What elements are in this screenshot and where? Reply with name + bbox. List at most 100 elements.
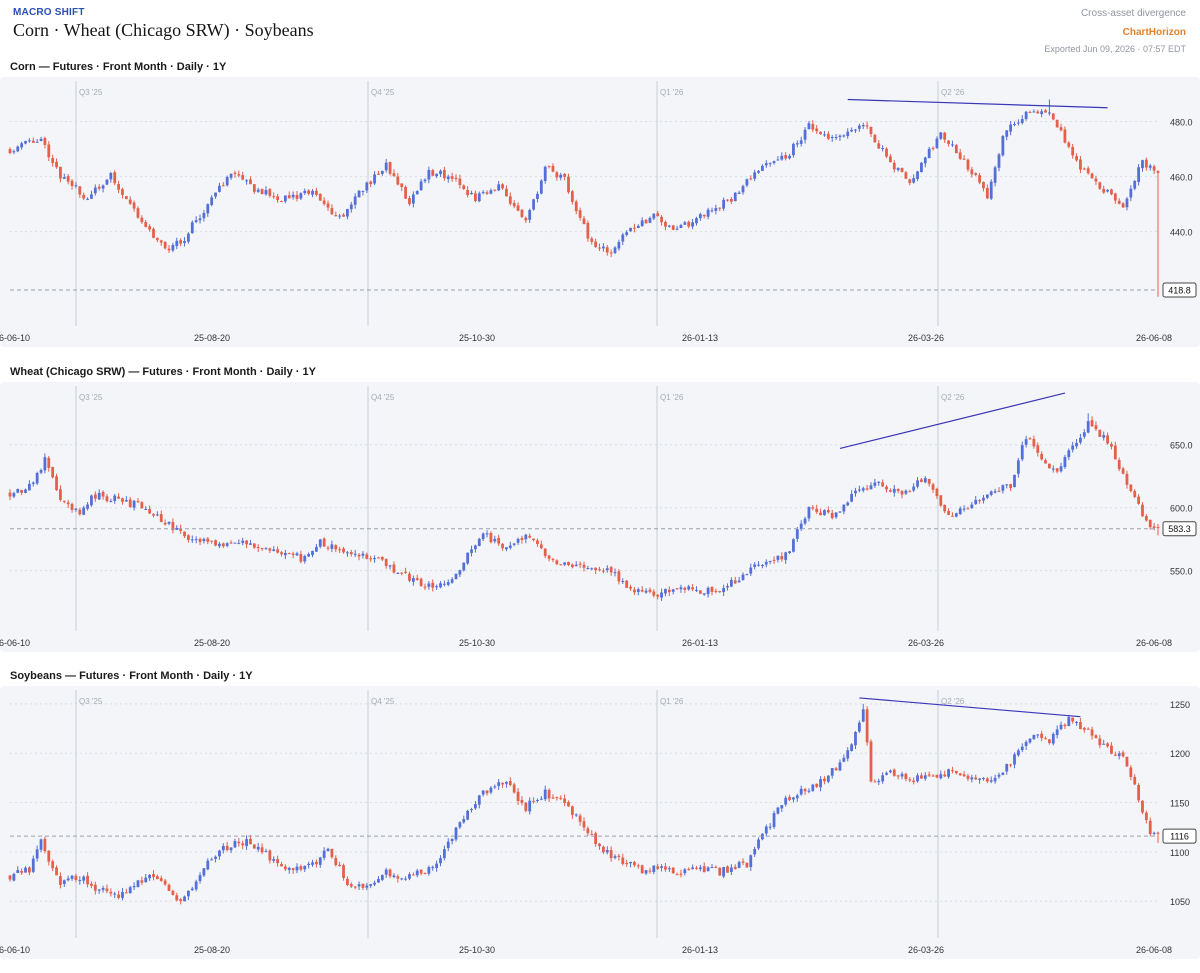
candle [664, 588, 667, 597]
candle [524, 533, 528, 544]
candle [1001, 134, 1005, 157]
candle-body [283, 552, 287, 556]
candle [1082, 726, 1086, 733]
candle-body [167, 248, 171, 251]
candle [245, 179, 248, 185]
candle-body [307, 863, 311, 866]
candle-body [408, 874, 411, 879]
candle [698, 590, 702, 595]
candle-body [675, 874, 679, 876]
candle [493, 784, 497, 789]
candle-body [214, 192, 217, 197]
x-tick-label: 25-08-20 [194, 638, 230, 648]
candle [869, 739, 873, 783]
candle-body [140, 880, 144, 883]
candle [1148, 163, 1152, 171]
candle [768, 162, 772, 167]
candle [896, 488, 900, 494]
candle [1125, 470, 1129, 489]
candle-body [679, 225, 683, 229]
candle [446, 838, 450, 852]
candle-body [1020, 746, 1024, 751]
candle [687, 584, 691, 591]
candle-body [1016, 122, 1020, 124]
candle [280, 861, 283, 867]
candle [132, 882, 136, 891]
candle-body [1036, 445, 1040, 453]
candle [20, 868, 24, 875]
candle [834, 766, 838, 771]
candle [698, 212, 702, 221]
candle [86, 197, 89, 201]
candle [854, 128, 857, 133]
candle-body [493, 538, 497, 542]
candle [369, 555, 373, 562]
candle [1129, 765, 1133, 781]
last-price-badge [1162, 282, 1197, 298]
candle [431, 579, 435, 592]
candle-body [1121, 752, 1125, 757]
candle-body [695, 589, 698, 591]
candle-body [524, 534, 528, 540]
candle-body [241, 540, 245, 543]
candle [927, 771, 931, 778]
candle-body [12, 493, 16, 497]
candle [935, 136, 939, 149]
candle-body [795, 143, 799, 145]
candle-body [1063, 724, 1067, 727]
candle [555, 796, 559, 801]
candle-body [346, 878, 349, 885]
candle [8, 489, 12, 501]
candle-body [803, 129, 807, 140]
candle [373, 555, 376, 563]
candle-body [1055, 120, 1059, 128]
candle-body [784, 552, 788, 560]
candle-body [454, 177, 458, 179]
candle [792, 142, 795, 158]
candle [1005, 130, 1009, 141]
candle [218, 849, 221, 860]
candle [1040, 451, 1044, 461]
candle [1024, 435, 1028, 448]
candle [1075, 438, 1078, 449]
candle [547, 165, 551, 169]
quarter-marker-label: Q3 '25 [79, 697, 103, 706]
candle [962, 771, 966, 777]
candle [74, 508, 78, 512]
candle [1141, 159, 1144, 172]
candle [885, 771, 888, 776]
candle [881, 772, 885, 784]
candle-body [567, 176, 570, 193]
candle-body [601, 246, 605, 249]
candle-body [163, 242, 167, 249]
candle-body [656, 594, 660, 597]
candle-body [121, 189, 124, 195]
candle-body [481, 790, 485, 795]
candle-body [353, 196, 357, 205]
candle [551, 163, 555, 173]
candle-body [159, 878, 163, 881]
candle-body [338, 864, 342, 867]
candle-body [947, 510, 950, 515]
candle-body [136, 880, 140, 888]
candle [997, 152, 1001, 172]
candle [815, 504, 819, 515]
candle-body [280, 201, 283, 203]
candle [819, 776, 822, 792]
candle [877, 140, 881, 150]
candle [613, 246, 617, 255]
candle [1133, 774, 1137, 786]
candle [314, 187, 318, 197]
candle [574, 561, 578, 567]
candle-body [1156, 171, 1160, 173]
candle [287, 552, 291, 555]
candle [342, 863, 345, 881]
candle [198, 872, 202, 884]
candle-body [772, 161, 776, 164]
candle [1113, 192, 1117, 204]
candle-body [233, 542, 237, 544]
candle-body [1075, 721, 1078, 723]
